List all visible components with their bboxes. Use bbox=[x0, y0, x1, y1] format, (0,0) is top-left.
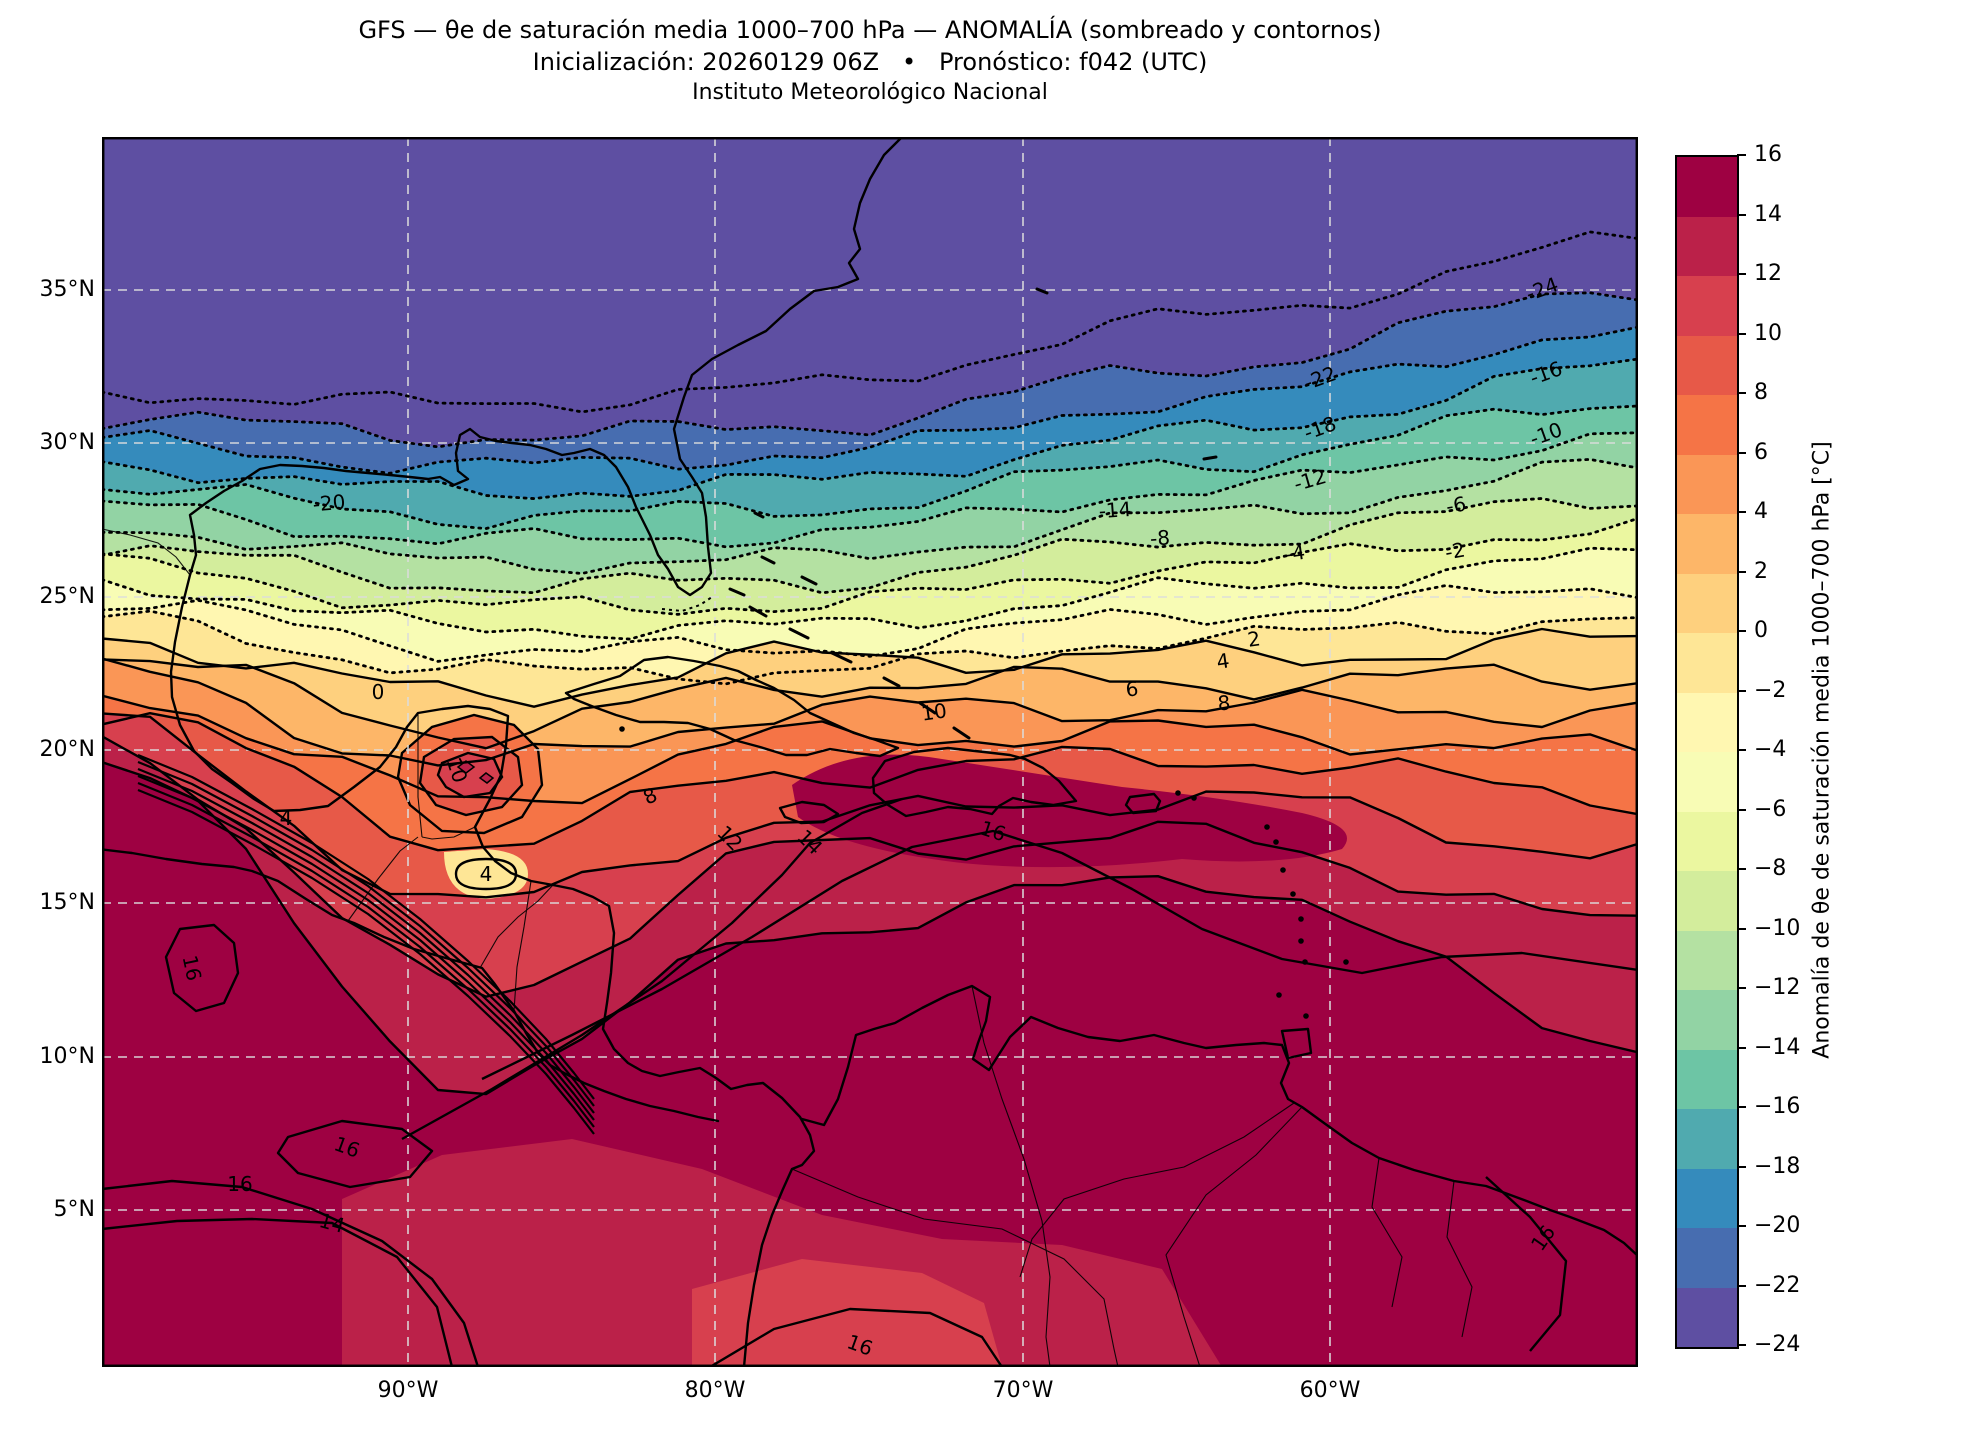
colorbar-tickmark bbox=[1737, 987, 1746, 989]
colorbar-tickmark bbox=[1737, 213, 1746, 216]
anomaly-map: -24-22-20-18-16-14-12-10-8-6-4 -202444688… bbox=[102, 137, 1638, 1367]
contour-label: -20 bbox=[312, 490, 347, 517]
contour-label: 2 bbox=[1246, 626, 1262, 652]
colorbar-tick-label: −10 bbox=[1754, 915, 1801, 941]
y-tick-label: 25°N bbox=[39, 584, 95, 609]
colorbar-label: Anomalía de θe de saturación media 1000–… bbox=[1809, 441, 1835, 1059]
contour-label: 4 bbox=[480, 862, 493, 886]
colorbar-cell bbox=[1677, 514, 1737, 574]
colorbar-cell bbox=[1677, 1049, 1737, 1109]
contour-label: 10 bbox=[920, 698, 949, 725]
colorbar-cell bbox=[1677, 216, 1737, 276]
colorbar-tick-label: −6 bbox=[1754, 796, 1787, 822]
y-tick-label: 35°N bbox=[39, 277, 95, 302]
colorbar-cell bbox=[1677, 335, 1737, 395]
colorbar-tick-label: 10 bbox=[1754, 320, 1782, 346]
colorbar-cell bbox=[1677, 811, 1737, 871]
colorbar-tickmark bbox=[1737, 511, 1746, 513]
colorbar-cell bbox=[1677, 633, 1737, 693]
colorbar-cell bbox=[1677, 157, 1737, 217]
colorbar-tick-label: −16 bbox=[1754, 1094, 1801, 1119]
colorbar-tick-label: 0 bbox=[1754, 618, 1768, 643]
colorbar-tickmark bbox=[1737, 273, 1746, 275]
y-tick-label: 10°N bbox=[39, 1044, 95, 1069]
contour-label: 16 bbox=[178, 953, 207, 983]
colorbar-cell bbox=[1677, 1228, 1737, 1288]
colorbar-tick-label: −20 bbox=[1754, 1213, 1801, 1238]
colorbar-tickmark bbox=[1737, 927, 1746, 930]
x-tick-label: 80°W bbox=[684, 1378, 746, 1403]
y-tick-label: 20°N bbox=[39, 737, 95, 762]
colorbar-cell bbox=[1677, 930, 1737, 990]
colorbar-tick-label: 14 bbox=[1754, 201, 1782, 227]
x-tick-label: 70°W bbox=[992, 1378, 1054, 1403]
y-tick-label: 30°N bbox=[39, 430, 95, 455]
colorbar-cell bbox=[1677, 395, 1737, 455]
colorbar-tickmark bbox=[1737, 630, 1746, 632]
colorbar-tick-label: −2 bbox=[1754, 677, 1787, 703]
contour-label: 8 bbox=[1217, 690, 1232, 715]
contour-label: -2 bbox=[1443, 537, 1467, 564]
colorbar-tick-label: 12 bbox=[1754, 261, 1782, 286]
chart-institution: Instituto Meteorológico Nacional bbox=[692, 80, 1048, 105]
colorbar-tickmark bbox=[1737, 1046, 1746, 1049]
colorbar-tick-label: 6 bbox=[1754, 439, 1768, 465]
contour-label: 0 bbox=[372, 680, 385, 704]
colorbar-tickmark bbox=[1737, 1225, 1746, 1227]
colorbar-tickmark bbox=[1737, 1284, 1746, 1287]
colorbar-tickmark bbox=[1737, 154, 1746, 156]
colorbar-tickmark bbox=[1737, 570, 1746, 573]
colorbar-cell bbox=[1677, 1287, 1737, 1347]
colorbar-cell bbox=[1677, 573, 1737, 633]
colorbar-tick-label: −12 bbox=[1754, 975, 1801, 1000]
colorbar-cell bbox=[1677, 692, 1737, 752]
colorbar-tick-label: 8 bbox=[1754, 380, 1768, 405]
y-tick-label: 5°N bbox=[53, 1197, 95, 1222]
colorbar-tick-label: −22 bbox=[1754, 1272, 1801, 1298]
colorbar-cell bbox=[1677, 1109, 1737, 1169]
colorbar-tick-label: 2 bbox=[1754, 558, 1768, 584]
y-tick-label: 15°N bbox=[39, 890, 95, 915]
colorbar-tick-label: 16 bbox=[1754, 142, 1782, 167]
contour-label: -14 bbox=[1098, 497, 1132, 523]
contour-label: 4 bbox=[1215, 648, 1231, 674]
contour-label: 4 bbox=[280, 806, 293, 830]
colorbar-cell bbox=[1677, 454, 1737, 514]
colorbar-tick-label: 4 bbox=[1754, 499, 1768, 524]
contour-label: -8 bbox=[1149, 525, 1171, 550]
colorbar-tickmark bbox=[1737, 808, 1746, 811]
colorbar-tickmark bbox=[1737, 332, 1746, 335]
contour-label: -4 bbox=[1283, 540, 1306, 567]
x-tick-label: 60°W bbox=[1299, 1378, 1361, 1403]
chart-subtitle: Inicialización: 20260129 06Z • Pronóstic… bbox=[532, 48, 1208, 76]
colorbar-cell bbox=[1677, 752, 1737, 812]
colorbar-tickmark bbox=[1737, 868, 1746, 870]
colorbar-tickmark bbox=[1737, 1344, 1746, 1346]
colorbar-tickmark bbox=[1737, 1165, 1746, 1168]
contour-label: 16 bbox=[227, 1172, 252, 1196]
colorbar-tick-label: −24 bbox=[1754, 1332, 1801, 1357]
colorbar-tick-label: −14 bbox=[1754, 1034, 1801, 1060]
colorbar-tick-label: −4 bbox=[1754, 737, 1787, 762]
colorbar-tick-label: −18 bbox=[1754, 1153, 1801, 1179]
colorbar-tick-label: −8 bbox=[1754, 856, 1787, 881]
colorbar-cell bbox=[1677, 871, 1737, 931]
colorbar-tickmark bbox=[1737, 689, 1746, 692]
colorbar-cell bbox=[1677, 1168, 1737, 1228]
colorbar-tickmark bbox=[1737, 749, 1746, 751]
contour-label: -6 bbox=[1444, 491, 1468, 518]
x-tick-label: 90°W bbox=[377, 1378, 439, 1403]
colorbar-cell bbox=[1677, 276, 1737, 336]
colorbar-cell bbox=[1677, 990, 1737, 1050]
colorbar-tickmark bbox=[1737, 1106, 1746, 1108]
contour-label: 6 bbox=[1125, 676, 1140, 701]
colorbar-tickmark bbox=[1737, 451, 1746, 454]
colorbar-tickmark bbox=[1737, 392, 1746, 394]
colorbar bbox=[1675, 155, 1739, 1349]
chart-title: GFS — θe de saturación media 1000–700 hP… bbox=[358, 16, 1382, 44]
